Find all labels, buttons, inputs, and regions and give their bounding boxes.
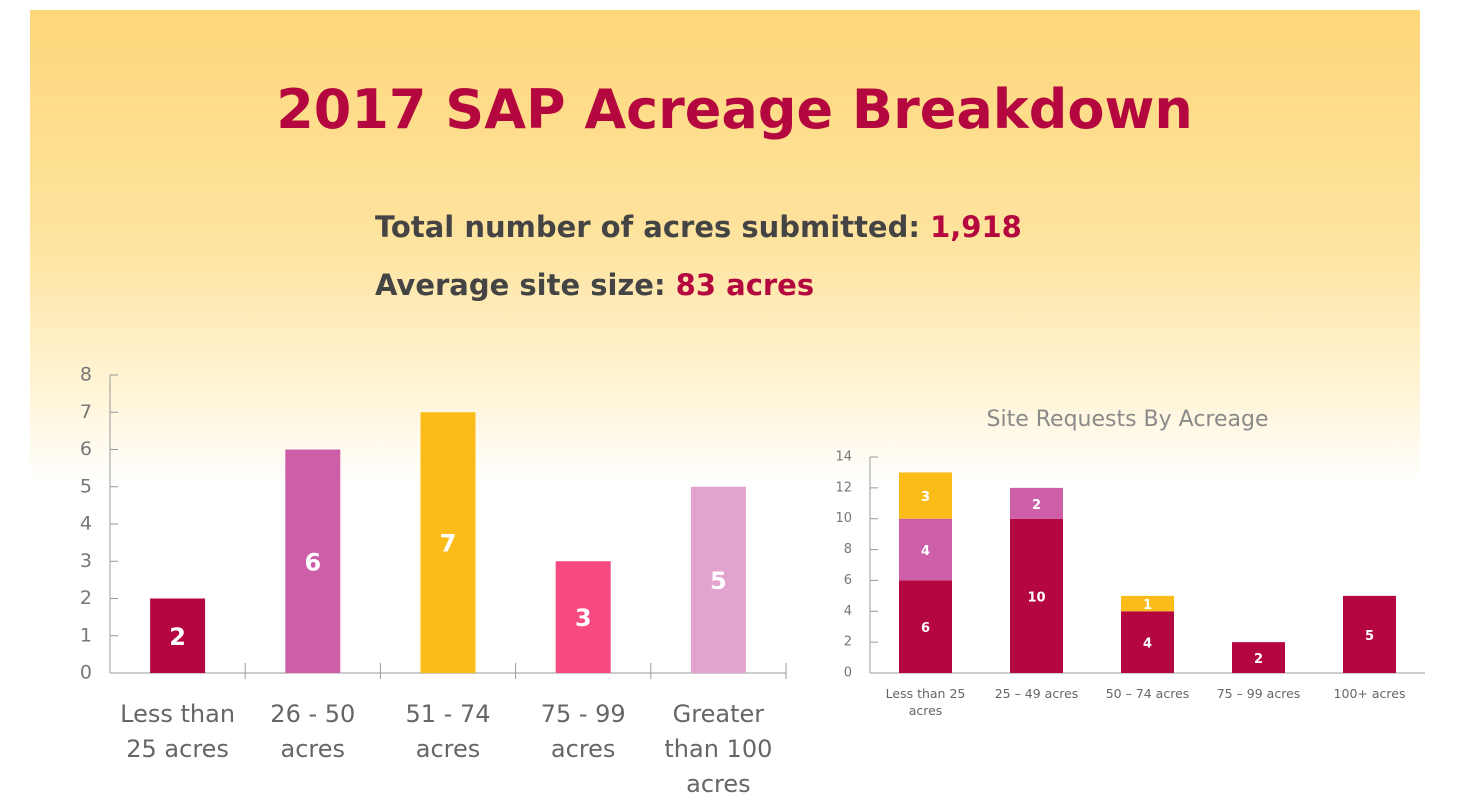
y-tick-label: 0 [80, 662, 92, 684]
chart-title: Site Requests By Acreage [987, 407, 1269, 432]
bar [1121, 611, 1174, 673]
y-tick-label: 6 [80, 438, 92, 460]
bar [1010, 518, 1063, 673]
y-tick-label: 2 [844, 635, 852, 650]
bar [420, 412, 476, 673]
x-tick-label: Less than 25 acres [120, 700, 236, 763]
y-tick-label: 14 [835, 450, 852, 465]
x-tick-label: Less than 25 acres [885, 686, 966, 718]
y-tick-label: 10 [835, 511, 852, 526]
data-label: 6 [921, 621, 930, 636]
bar [1010, 487, 1063, 519]
x-tick-label: 50 – 74 acres [1105, 686, 1190, 701]
data-label: 2 [1032, 498, 1041, 513]
y-tick-label: 8 [844, 542, 852, 557]
bar [899, 518, 952, 581]
bar [690, 486, 746, 673]
x-tick-label: 25 – 49 acres [994, 686, 1079, 701]
data-label: 2 [1254, 652, 1263, 667]
y-tick-label: 3 [80, 550, 92, 572]
stat-label: Average site size: [375, 268, 666, 302]
y-tick-label: 8 [80, 364, 92, 386]
y-tick-label: 12 [835, 480, 852, 495]
y-tick-label: 6 [844, 573, 852, 588]
y-tick-label: 0 [844, 666, 852, 681]
y-tick-label: 2 [80, 587, 92, 609]
data-label: 4 [921, 544, 930, 559]
y-tick-label: 1 [80, 624, 92, 646]
page-title: 2017 SAP Acreage Breakdown [276, 78, 1193, 141]
y-tick-label: 7 [80, 401, 92, 423]
stat-value: 1,918 [930, 210, 1022, 244]
data-label: 1 [1143, 598, 1152, 613]
bar [1121, 595, 1174, 612]
data-label: 5 [710, 567, 727, 595]
data-label: 7 [440, 530, 457, 558]
data-label: 5 [1365, 629, 1374, 644]
y-tick-label: 4 [80, 513, 92, 535]
x-tick-label: 75 - 99 acres [540, 700, 626, 763]
bar [150, 598, 206, 673]
stat-label: Total number of acres submitted: [375, 210, 920, 244]
bar [285, 449, 341, 673]
data-label: 3 [575, 604, 592, 632]
data-label: 10 [1027, 590, 1045, 605]
stat: Total number of acres submitted: 1,918 [375, 210, 1022, 244]
x-tick-label: 100+ acres [1333, 686, 1406, 701]
x-tick-label: 51 - 74 acres [405, 700, 491, 763]
data-label: 2 [169, 623, 186, 651]
y-tick-label: 4 [844, 604, 852, 619]
bar [555, 561, 611, 673]
data-label: 4 [1143, 637, 1152, 652]
x-tick-label: 75 – 99 acres [1216, 686, 1301, 701]
bar [899, 472, 952, 519]
y-tick-label: 5 [80, 475, 92, 497]
bar [1343, 595, 1396, 673]
x-tick-label: Greater than 100 acres [664, 700, 773, 798]
x-tick-label: 26 - 50 acres [270, 700, 356, 763]
bar [899, 580, 952, 673]
data-label: 3 [921, 490, 930, 505]
stat-value: 83 acres [675, 268, 815, 302]
data-label: 6 [304, 548, 321, 576]
bar [1232, 642, 1285, 673]
stat: Average site size: 83 acres [375, 268, 814, 302]
